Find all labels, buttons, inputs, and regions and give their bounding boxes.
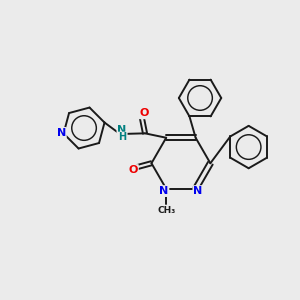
Text: H: H (118, 133, 126, 142)
Text: N: N (159, 186, 169, 196)
Text: N: N (117, 125, 127, 135)
Text: N: N (57, 128, 66, 138)
Text: O: O (128, 165, 138, 175)
Text: CH₃: CH₃ (157, 206, 175, 215)
Text: O: O (140, 108, 149, 118)
Text: N: N (194, 186, 202, 196)
